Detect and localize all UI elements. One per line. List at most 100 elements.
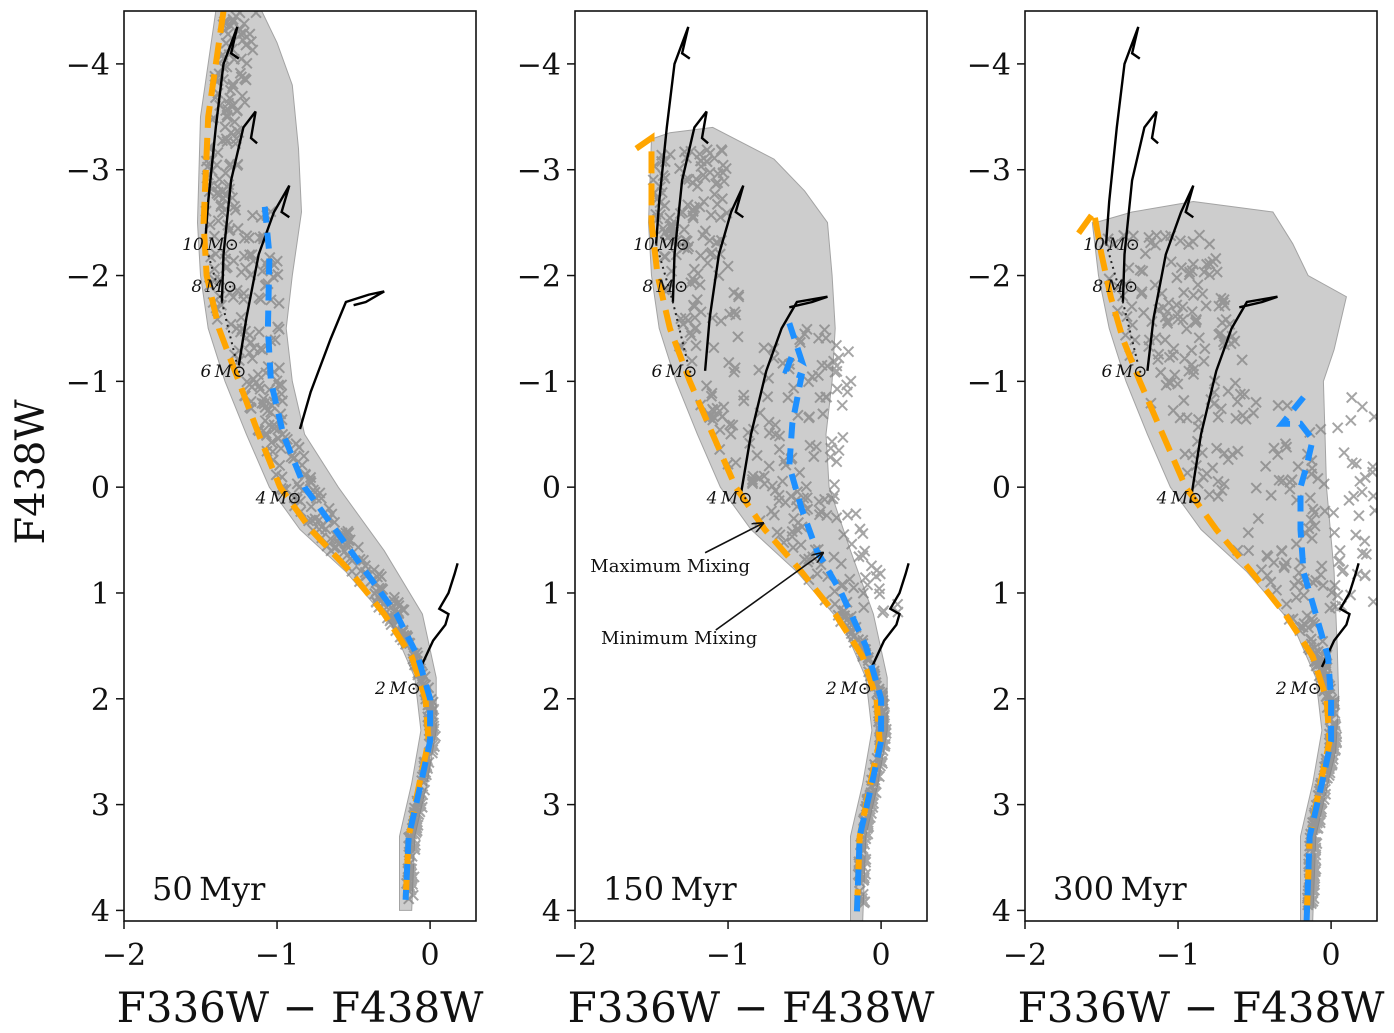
scatter-point <box>238 293 250 306</box>
scatter-point <box>225 126 237 139</box>
scatter-point <box>226 81 239 93</box>
scatter-point <box>841 379 853 391</box>
y-tick-label: 2 <box>542 683 561 718</box>
scatter-point <box>1203 488 1216 501</box>
scatter-point <box>1216 484 1228 497</box>
scatter-point <box>1306 532 1318 544</box>
scatter-point <box>1317 579 1329 592</box>
track-1-label: 8 M⊙ <box>191 277 237 297</box>
scatter-point <box>1356 486 1368 498</box>
y-tick-label: 4 <box>542 894 561 929</box>
scatter-point <box>674 207 687 220</box>
scatter-point <box>694 201 706 213</box>
scatter-point <box>831 383 843 395</box>
scatter-point <box>828 489 841 501</box>
scatter-point <box>690 339 702 352</box>
scatter-point <box>769 484 782 497</box>
scatter-point <box>808 450 820 463</box>
scatter-point <box>1358 535 1371 547</box>
scatter-point <box>1171 272 1183 284</box>
scatter-point <box>715 144 728 156</box>
scatter-point <box>294 495 307 507</box>
scatter-point <box>1252 512 1265 525</box>
scatter-point <box>1183 238 1195 251</box>
y-tick-label: −1 <box>517 365 561 400</box>
scatter-point <box>1345 414 1357 427</box>
scatter-point <box>828 585 841 598</box>
scatter-point <box>747 423 760 435</box>
scatter-point <box>758 342 770 354</box>
scatter-point <box>876 757 889 769</box>
scatter-point <box>234 11 246 19</box>
y-tick-label: 1 <box>992 577 1011 612</box>
scatter-point <box>830 455 843 468</box>
scatter-point <box>659 199 671 212</box>
track-3-label: 4 M⊙ <box>1156 489 1203 509</box>
scatter-point <box>1359 471 1371 484</box>
scatter-point <box>1144 237 1157 249</box>
scatter-point <box>246 249 258 261</box>
scatter-point <box>1338 446 1350 459</box>
scatter-point <box>714 424 726 436</box>
track-2-label: 6 M⊙ <box>652 362 698 382</box>
scatter-point <box>1134 264 1146 276</box>
track-3-line <box>1189 295 1278 504</box>
scatter-point <box>1175 262 1188 274</box>
scatter-point <box>1359 570 1371 582</box>
scatter-point <box>708 152 721 164</box>
scatter-point <box>407 889 419 901</box>
scatter-point <box>1250 396 1262 409</box>
scatter-point <box>224 92 236 104</box>
scatter-point <box>1180 323 1193 335</box>
scatter-point <box>1268 442 1280 454</box>
scatter-point <box>1306 613 1318 625</box>
scatter-point <box>705 390 718 402</box>
scatter-point <box>1198 266 1210 278</box>
scatter-point <box>1126 300 1138 313</box>
scatter-point <box>769 419 782 431</box>
scatter-point <box>758 478 771 490</box>
scatter-point <box>753 364 765 376</box>
y-tick-label: 0 <box>992 471 1011 506</box>
scatter-point <box>847 582 860 594</box>
scatter-point <box>1270 584 1283 596</box>
scatter-point <box>352 541 364 554</box>
scatter-point <box>1212 411 1224 423</box>
scatter-point <box>1119 230 1131 242</box>
scatter-point <box>751 449 763 462</box>
max-mixing-isochrone <box>1076 204 1333 921</box>
scatter-point <box>670 249 683 261</box>
scatter-point <box>1314 816 1326 829</box>
scatter-point <box>858 601 870 614</box>
scatter-point <box>1174 235 1187 247</box>
scatter-point <box>816 359 828 372</box>
scatter-point <box>827 355 840 367</box>
scatter-point <box>786 530 798 543</box>
scatter-point <box>1192 279 1204 291</box>
scatter-point <box>1127 230 1140 242</box>
scatter-point <box>231 322 243 335</box>
scatter-point <box>1310 574 1322 587</box>
scatter-point <box>208 263 221 275</box>
scatter-point <box>1206 462 1219 474</box>
scatter-point <box>835 557 847 570</box>
panel-1-age-label: 150 Myr <box>603 870 737 908</box>
panel-1-x-axis-label: F336W − F438W <box>568 983 936 1029</box>
track-1-line <box>671 110 709 303</box>
scatter-point <box>273 459 286 472</box>
scatter-point <box>1272 448 1284 461</box>
scatter-point <box>1350 529 1362 541</box>
track-4-line <box>1320 562 1360 668</box>
scatter-point <box>288 491 300 504</box>
scatter-point <box>746 476 759 488</box>
scatter-point <box>1210 442 1223 455</box>
scatter-point <box>1189 316 1202 329</box>
scatter-point <box>732 331 744 343</box>
scatter-point <box>838 528 850 541</box>
scatter-point <box>718 401 730 413</box>
annotation-1-text: Minimum Mixing <box>601 628 757 649</box>
scatter-point <box>774 529 786 541</box>
zams-dotted-line <box>655 243 690 366</box>
scatter-point <box>853 551 865 563</box>
scatter-point <box>795 539 807 551</box>
